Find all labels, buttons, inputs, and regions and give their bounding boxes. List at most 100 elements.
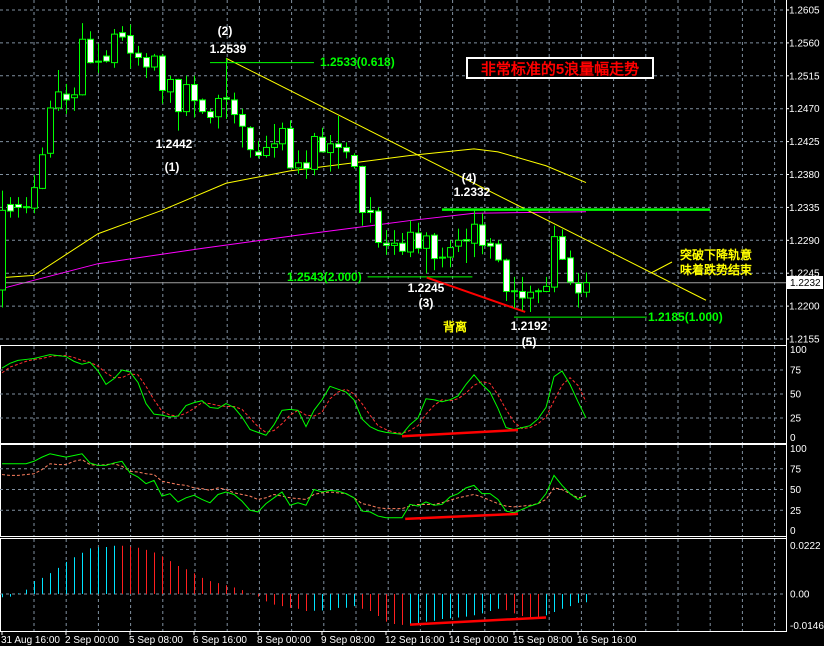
macd-tick-label: 0.0222	[790, 541, 821, 552]
candle-body-bear	[119, 32, 126, 38]
candle	[407, 220, 414, 258]
candle	[95, 43, 102, 73]
candle	[423, 232, 430, 274]
candle	[175, 78, 182, 131]
candle	[471, 209, 478, 258]
candle	[119, 26, 126, 41]
candle	[127, 24, 134, 69]
candle	[23, 197, 30, 214]
candle-body-bear	[231, 99, 238, 116]
wave-3-label: (3)	[419, 296, 434, 310]
candle	[135, 45, 142, 66]
stoch-tick-label: 75	[790, 366, 802, 377]
candle	[63, 83, 70, 114]
candle-body-bull	[111, 33, 118, 64]
price-divergence-line	[426, 276, 526, 313]
candle	[79, 23, 86, 96]
candle-body-bear	[351, 154, 358, 167]
candle-body-bull	[31, 187, 38, 209]
candle-body-bear	[575, 282, 582, 294]
candle-body-bear	[135, 52, 142, 59]
candle-body-bull	[263, 146, 270, 156]
candle-body-bull	[535, 290, 542, 293]
rsi-divergence-line	[405, 512, 519, 521]
candle-body-bear	[463, 239, 470, 242]
candle	[231, 92, 238, 124]
rsi-tick-label: 25	[790, 506, 802, 517]
candle	[39, 147, 46, 190]
candle-body-bear	[207, 111, 214, 118]
descending-trendline	[225, 57, 707, 301]
candle	[455, 228, 462, 252]
candle	[111, 29, 118, 68]
candle-body-bull	[0, 209, 6, 291]
candle-body-bull	[215, 97, 222, 118]
candle-body-bear	[359, 165, 366, 214]
candle-body-bull	[167, 78, 174, 93]
candle	[495, 240, 502, 263]
candle	[207, 108, 214, 124]
candle-body-bear	[511, 290, 518, 293]
current-price-tag: 1.2232	[787, 276, 823, 289]
candle	[431, 232, 438, 271]
candle	[263, 135, 270, 158]
macd-tick-label: -0.0146	[790, 621, 824, 632]
price-tick-label: 1.2155	[789, 335, 820, 346]
time-tick-label: 2 Sep 00:00	[65, 635, 119, 646]
candle	[31, 175, 38, 214]
macd-tick-label: 0.00	[790, 590, 810, 601]
wave-3-price: 1.2245	[408, 281, 445, 295]
candle-body-bull	[471, 223, 478, 244]
rsi-main-line	[2, 453, 587, 519]
candle-body-bull	[407, 231, 414, 253]
fib-2000-label: 1.2543(2.000)	[287, 270, 362, 284]
candle	[583, 272, 590, 298]
candle	[519, 276, 526, 311]
candle-body-bear	[399, 242, 406, 252]
candle	[511, 276, 518, 309]
candle-body-bear	[431, 234, 438, 260]
candle	[359, 165, 366, 226]
candle	[575, 273, 582, 308]
candle-body-bear	[239, 114, 246, 127]
current-price-box	[787, 276, 823, 289]
time-tick-label: 14 Sep 00:00	[449, 635, 509, 646]
candle-body-bear	[367, 209, 374, 214]
price-tick-label: 1.2560	[789, 38, 820, 49]
candle	[143, 53, 150, 78]
wave-4-price: 1.2332	[454, 185, 491, 199]
candle-body-bear	[319, 136, 326, 153]
candle	[399, 232, 406, 255]
price-tick-label: 1.2605	[789, 6, 820, 17]
candle-body-bear	[15, 203, 22, 208]
candle	[0, 190, 6, 308]
candle	[335, 116, 342, 169]
candle-body-bear	[143, 57, 150, 68]
candle	[535, 288, 542, 304]
note-line-2: 味着跌势结束	[680, 262, 753, 277]
rsi-tick-label: 100	[790, 444, 807, 455]
title-box	[466, 57, 654, 79]
candle-body-bear	[95, 60, 102, 63]
candle	[559, 229, 566, 261]
candle	[255, 140, 262, 159]
candle-body-bull	[327, 143, 334, 154]
candle-body-bear	[7, 203, 14, 212]
candle-body-bear	[343, 146, 350, 153]
stochastic-signal-line	[1, 355, 587, 434]
candle-body-bear	[479, 224, 486, 246]
candle	[551, 225, 558, 293]
candle-body-bear	[375, 210, 382, 243]
current-price-value: 1.2232	[790, 278, 821, 289]
macd-divergence-line	[409, 616, 547, 626]
divergence-label: 背离	[443, 319, 467, 334]
candle-body-bear	[191, 84, 198, 102]
candle-body-bear	[159, 55, 166, 91]
candle	[343, 142, 350, 159]
note-pointer-line	[650, 261, 673, 274]
price-tick-label: 1.2515	[789, 71, 820, 82]
wave-1-price: 1.2442	[156, 137, 193, 151]
stoch-tick-label: 50	[790, 390, 802, 401]
wave-2-price: 1.2539	[210, 42, 247, 56]
